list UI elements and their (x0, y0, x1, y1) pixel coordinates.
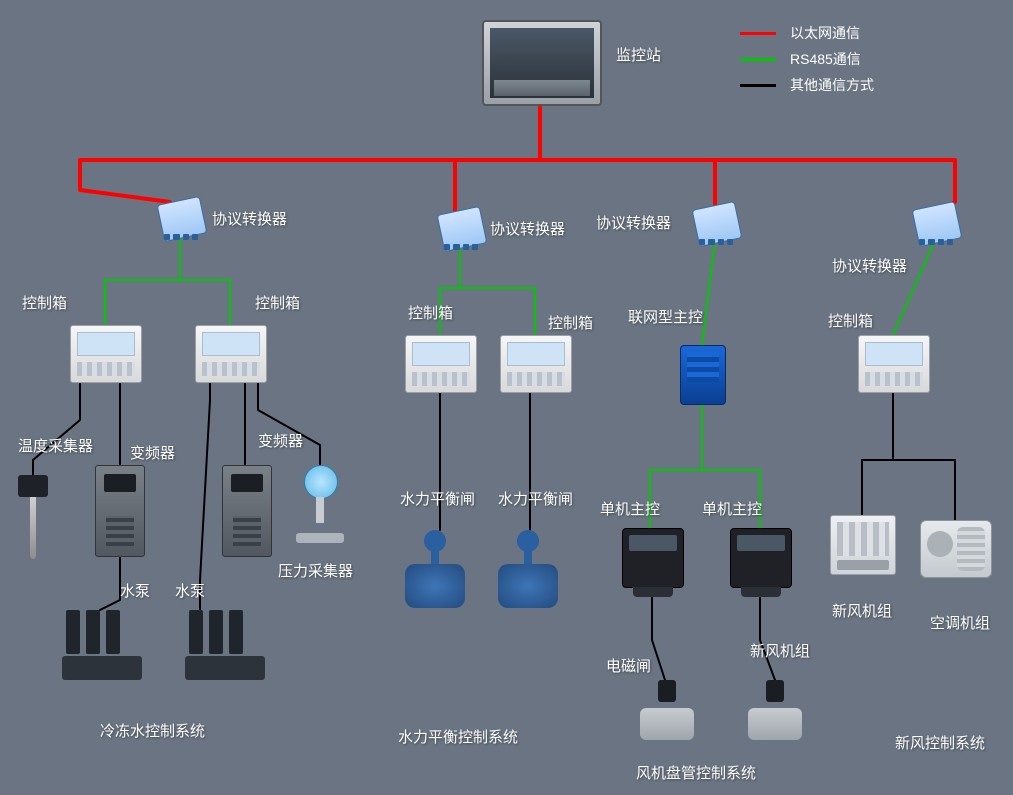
edge-other (652, 595, 665, 680)
label-ac_unit: 空调机组 (930, 612, 990, 633)
label-protocol_converter: 协议转换器 (490, 218, 565, 239)
legend-text: RS485通信 (790, 49, 861, 69)
label-fresh_air_unit: 新风机组 (750, 640, 810, 661)
legend-swatch (740, 84, 776, 87)
node-converter (440, 210, 482, 246)
node-converter (915, 205, 957, 241)
node-panel (730, 528, 792, 588)
edge-other (100, 555, 120, 610)
label-sys_fcu: 风机盘管控制系统 (636, 762, 756, 783)
label-hyd_balance_valve: 水力平衡闸 (400, 488, 475, 509)
label-protocol_converter: 协议转换器 (832, 255, 907, 276)
label-protocol_converter: 协议转换器 (212, 208, 287, 229)
node-ctrlbox (500, 335, 572, 393)
label-single_host: 单机主控 (600, 498, 660, 519)
node-solenoid (640, 680, 694, 740)
label-pressure_collector: 压力采集器 (278, 560, 353, 581)
node-ahu (830, 515, 896, 575)
edge-ethernet (80, 160, 170, 202)
node-valve (498, 530, 558, 608)
label-sys_chilled: 冷冻水控制系统 (100, 720, 205, 741)
label-control_box: 控制箱 (548, 312, 593, 333)
label-single_host: 单机主控 (702, 498, 762, 519)
legend-row-rs485: RS485通信 (740, 46, 874, 72)
node-pump (185, 610, 265, 680)
legend-text: 以太网通信 (790, 23, 860, 43)
node-solenoid (748, 680, 802, 740)
connection-layer (0, 0, 1013, 795)
label-fresh_air_unit: 新风机组 (832, 600, 892, 621)
label-sys_fresh: 新风控制系统 (895, 732, 985, 753)
node-chiller (920, 520, 992, 578)
label-pump: 水泵 (175, 580, 205, 601)
node-ctrlbox (70, 325, 142, 383)
label-control_box: 控制箱 (255, 292, 300, 313)
label-control_box: 控制箱 (22, 292, 67, 313)
label-sys_hyd: 水力平衡控制系统 (398, 726, 518, 747)
node-vfd (222, 465, 272, 557)
label-protocol_converter: 协议转换器 (596, 212, 671, 233)
label-control_box: 控制箱 (828, 310, 873, 331)
node-ctrlbox (195, 325, 267, 383)
legend: 以太网通信 RS485通信 其他通信方式 (740, 20, 874, 98)
legend-swatch (740, 32, 776, 35)
edge-other (760, 595, 775, 680)
label-networked_host: 联网型主控 (628, 306, 703, 327)
node-pump (62, 610, 142, 680)
node-converter (160, 200, 202, 236)
node-vfd (95, 465, 145, 557)
label-vfd: 变频器 (258, 430, 303, 451)
label-pump: 水泵 (120, 580, 150, 601)
legend-swatch (740, 58, 776, 61)
label-solenoid_valve: 电磁闸 (606, 655, 651, 676)
label-control_box: 控制箱 (408, 302, 453, 323)
label-temp_collector: 温度采集器 (18, 435, 93, 456)
legend-row-other: 其他通信方式 (740, 72, 874, 98)
edge-other (258, 380, 320, 465)
edge-other (200, 380, 210, 610)
label-vfd: 变频器 (130, 442, 175, 463)
node-monitor (482, 20, 598, 102)
label-monitor_station: 监控站 (616, 44, 661, 65)
node-converter (695, 205, 737, 241)
legend-row-ethernet: 以太网通信 (740, 20, 874, 46)
node-mhost (680, 345, 726, 405)
node-psensor (296, 465, 344, 543)
node-panel (622, 528, 684, 588)
node-tsensor (28, 475, 38, 559)
edge-rs485 (702, 240, 715, 345)
node-valve (405, 530, 465, 608)
edge-other (33, 380, 80, 475)
node-ctrlbox (405, 335, 477, 393)
label-hyd_balance_valve: 水力平衡闸 (498, 488, 573, 509)
legend-text: 其他通信方式 (790, 75, 874, 95)
node-ctrlbox (858, 335, 930, 393)
